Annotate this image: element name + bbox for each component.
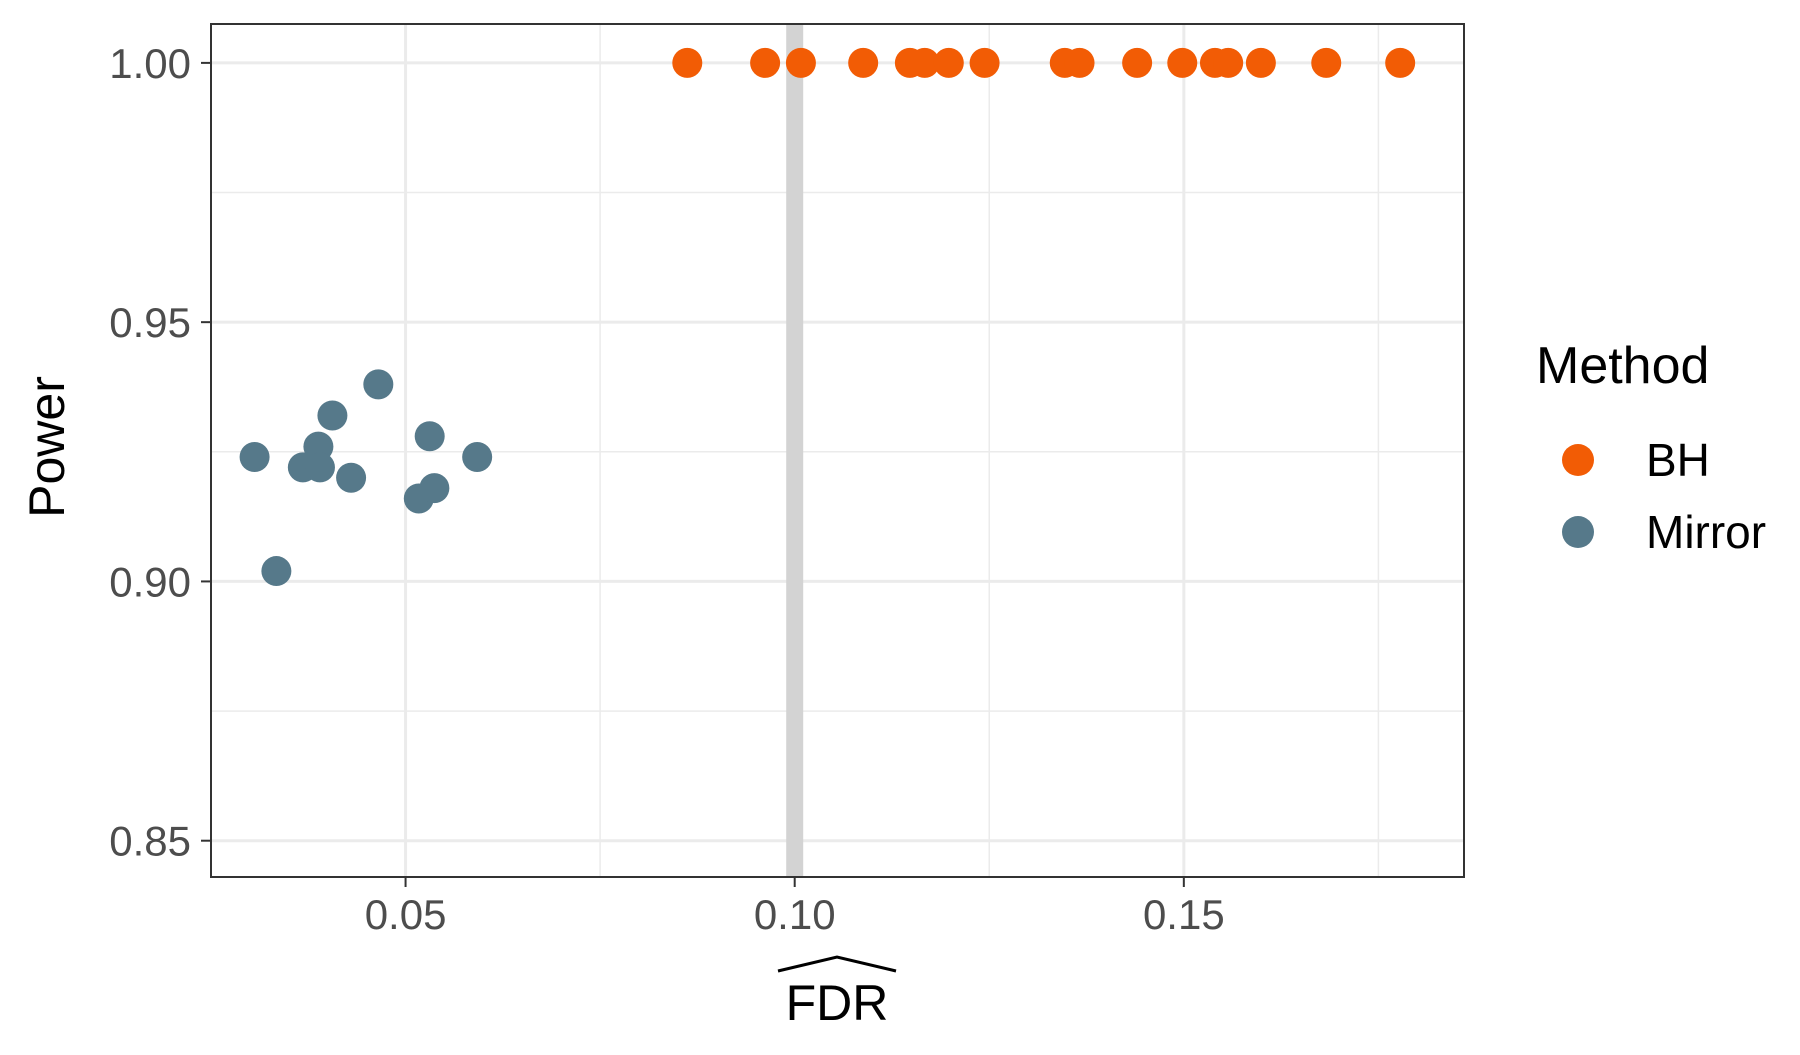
point-mirror (261, 556, 292, 587)
point-mirror (317, 400, 348, 431)
y-tick-label: 0.95 (109, 299, 191, 346)
point-bh (785, 47, 816, 78)
point-bh (933, 47, 964, 78)
grid-lines (210, 24, 1464, 877)
point-mirror (419, 473, 450, 504)
point-mirror (239, 441, 270, 472)
panel-border (210, 23, 1465, 878)
axis-ticks (201, 61, 1185, 887)
legend-label-mirror: Mirror (1646, 506, 1766, 558)
y-tick-label: 0.90 (109, 558, 191, 605)
legend-label-bh: BH (1646, 434, 1710, 486)
legend-items: BH Mirror (1562, 434, 1766, 558)
point-bh (1385, 47, 1416, 78)
y-tick-label: 0.85 (109, 818, 191, 865)
point-mirror (336, 462, 367, 493)
data-points (239, 47, 1416, 587)
legend-key-bh (1562, 444, 1594, 476)
point-mirror (414, 421, 445, 452)
x-axis-title-hat (777, 955, 897, 973)
point-bh (1064, 47, 1095, 78)
point-bh (1213, 47, 1244, 78)
point-bh (909, 47, 940, 78)
point-bh (750, 47, 781, 78)
y-axis-title: Power (19, 376, 75, 518)
point-bh (1122, 47, 1153, 78)
x-tick-labels: 0.05 0.10 0.15 (365, 891, 1225, 938)
point-bh (1311, 47, 1342, 78)
point-bh (672, 47, 703, 78)
point-mirror (462, 441, 493, 472)
x-axis-title: FDR (786, 975, 889, 1031)
point-mirror (304, 452, 335, 483)
point-bh (848, 47, 879, 78)
legend-title: Method (1536, 337, 1709, 395)
y-tick-labels: 0.85 0.90 0.95 1.00 (109, 40, 191, 865)
point-bh (1245, 47, 1276, 78)
point-bh (969, 47, 1000, 78)
x-tick-label: 0.10 (754, 891, 836, 938)
legend: Method BH Mirror (1536, 337, 1766, 558)
point-mirror (363, 369, 394, 400)
x-axis-title-group: FDR (777, 955, 897, 1031)
y-tick-label: 1.00 (109, 40, 191, 87)
x-tick-label: 0.05 (365, 891, 447, 938)
panel-background (211, 24, 1464, 877)
x-tick-label: 0.15 (1143, 891, 1225, 938)
point-bh (1167, 47, 1198, 78)
legend-key-mirror (1562, 516, 1594, 548)
